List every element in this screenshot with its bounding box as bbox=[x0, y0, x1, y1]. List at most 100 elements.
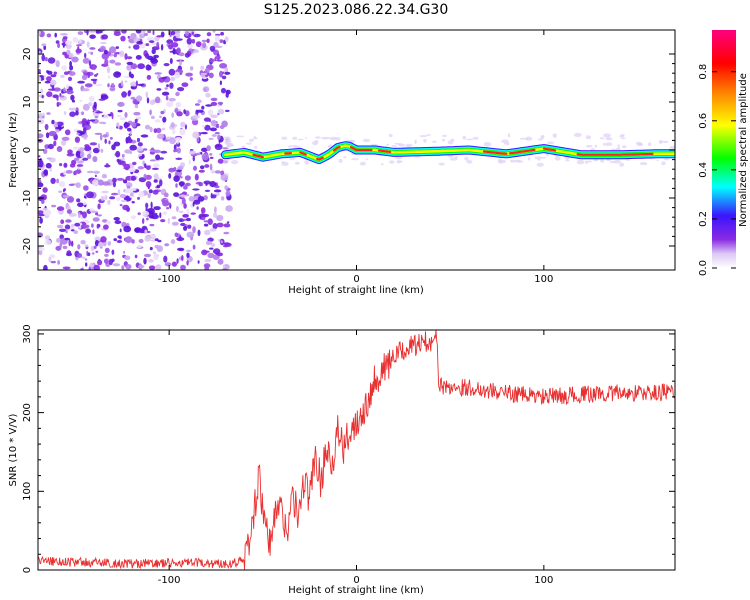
noise-blob bbox=[97, 179, 104, 186]
noise-blob bbox=[102, 134, 108, 138]
noise-blob bbox=[136, 95, 143, 102]
noise-blob bbox=[188, 196, 195, 202]
noise-blob bbox=[208, 72, 214, 79]
noise-blob bbox=[159, 115, 162, 119]
noise-blob bbox=[104, 58, 109, 66]
noise-blob bbox=[224, 185, 229, 190]
noise-blob bbox=[201, 39, 207, 43]
noise-blob bbox=[81, 88, 90, 92]
snr-plot-area bbox=[38, 330, 675, 570]
noise-blob bbox=[134, 104, 139, 109]
noise-blob bbox=[108, 140, 111, 145]
noise-blob bbox=[179, 60, 183, 66]
ridge-halo-blob bbox=[396, 160, 402, 164]
noise-blob bbox=[183, 203, 187, 209]
ridge-halo-blob bbox=[380, 163, 384, 166]
noise-blob bbox=[99, 41, 107, 45]
noise-blob bbox=[41, 54, 46, 62]
noise-blob bbox=[142, 218, 145, 224]
noise-blob bbox=[219, 39, 224, 43]
noise-blob bbox=[221, 120, 228, 128]
noise-blob bbox=[173, 175, 180, 182]
noise-blob bbox=[150, 115, 155, 119]
ridge-halo-blob bbox=[419, 135, 427, 138]
noise-blob bbox=[131, 239, 135, 244]
noise-blob bbox=[209, 163, 213, 171]
noise-blob bbox=[153, 253, 159, 261]
noise-blob bbox=[121, 265, 125, 270]
noise-blob bbox=[188, 159, 191, 165]
noise-blob bbox=[161, 127, 166, 131]
noise-blob bbox=[177, 247, 185, 251]
spectrogram-ytick-label: 20 bbox=[22, 48, 33, 61]
noise-blob bbox=[102, 121, 107, 125]
noise-blob bbox=[183, 225, 188, 231]
noise-blob bbox=[217, 158, 224, 164]
ridge-halo-blob bbox=[617, 144, 620, 149]
noise-blob bbox=[41, 95, 44, 99]
noise-blob bbox=[57, 43, 60, 48]
noise-blob bbox=[55, 245, 62, 251]
noise-blob bbox=[89, 262, 95, 268]
noise-blob bbox=[54, 32, 57, 38]
noise-blob bbox=[156, 184, 161, 189]
noise-blob bbox=[86, 119, 90, 126]
ridge-peak-segment bbox=[316, 156, 324, 161]
noise-blob bbox=[60, 74, 65, 78]
noise-blob bbox=[48, 130, 57, 137]
ridge-peak-segment bbox=[284, 152, 292, 155]
noise-blob bbox=[89, 34, 96, 39]
noise-blob bbox=[110, 111, 113, 116]
noise-blob bbox=[38, 69, 41, 73]
noise-blob bbox=[216, 59, 223, 62]
noise-blob bbox=[92, 156, 98, 163]
ridge-peak-segment bbox=[509, 148, 536, 155]
noise-blob bbox=[153, 251, 156, 254]
noise-blob bbox=[136, 116, 142, 120]
noise-blob bbox=[170, 76, 176, 81]
noise-blob bbox=[200, 207, 206, 214]
noise-blob bbox=[103, 49, 108, 55]
noise-blob bbox=[213, 248, 221, 255]
ridge-halo-blob bbox=[507, 133, 511, 138]
noise-blob bbox=[124, 255, 131, 261]
noise-blob bbox=[127, 127, 132, 132]
noise-blob bbox=[168, 68, 176, 76]
noise-blob bbox=[111, 249, 115, 255]
noise-blob bbox=[133, 111, 141, 116]
noise-blob bbox=[145, 91, 149, 99]
noise-blob bbox=[192, 155, 195, 162]
noise-blob bbox=[209, 58, 215, 63]
noise-blob bbox=[148, 265, 156, 270]
noise-blob bbox=[65, 252, 73, 257]
ridge-halo-blob bbox=[391, 145, 397, 148]
noise-blob bbox=[203, 223, 209, 227]
noise-blob bbox=[63, 87, 66, 93]
noise-blob bbox=[210, 101, 218, 106]
noise-blob bbox=[210, 97, 218, 102]
noise-blob bbox=[202, 42, 207, 49]
noise-blob bbox=[210, 119, 217, 127]
noise-blob bbox=[181, 197, 186, 205]
ridge-halo-blob bbox=[438, 162, 445, 166]
ridge-halo-blob bbox=[389, 160, 395, 164]
noise-blob bbox=[88, 150, 92, 155]
noise-blob bbox=[60, 219, 65, 224]
spectrogram-ylabel: Frequency (Hz) bbox=[8, 112, 19, 188]
noise-blob bbox=[66, 153, 75, 157]
noise-blob bbox=[78, 211, 81, 219]
noise-blob bbox=[61, 65, 67, 71]
colorbar-tick-label: 0.0 bbox=[698, 260, 709, 276]
noise-blob bbox=[84, 144, 90, 148]
noise-blob bbox=[108, 258, 113, 266]
noise-blob bbox=[101, 174, 107, 179]
noise-blob bbox=[209, 153, 213, 156]
noise-blob bbox=[89, 119, 96, 122]
noise-blob bbox=[159, 179, 163, 187]
noise-blob bbox=[185, 249, 192, 252]
noise-blob bbox=[85, 228, 91, 234]
noise-blob bbox=[173, 167, 177, 172]
noise-blob bbox=[82, 224, 90, 229]
noise-blob bbox=[92, 229, 95, 235]
